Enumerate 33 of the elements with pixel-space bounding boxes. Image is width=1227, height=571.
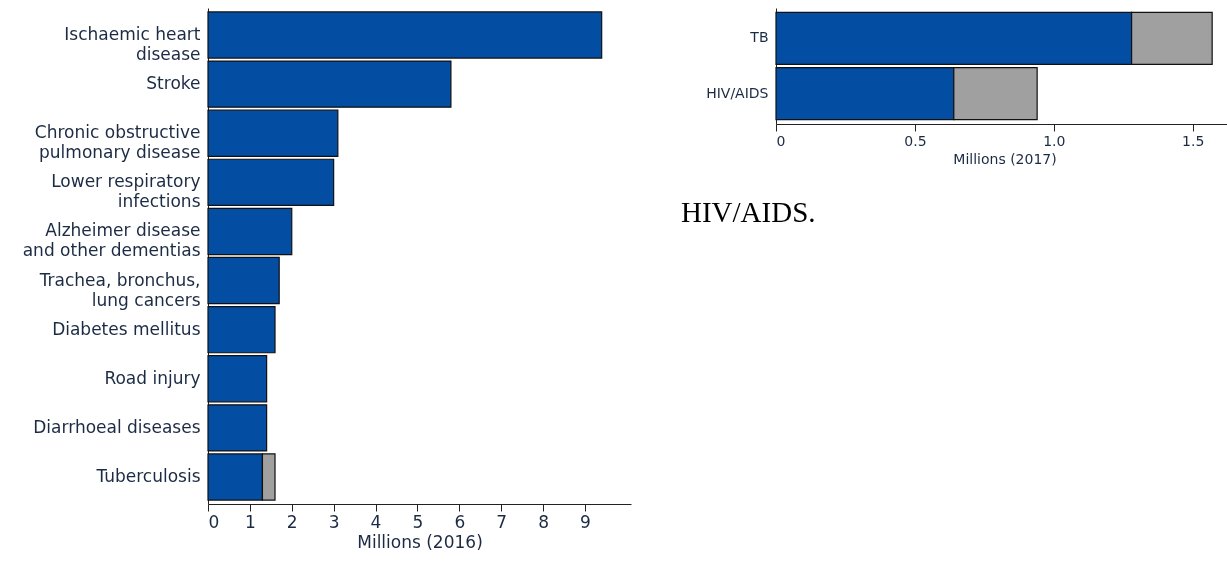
x-tick-label: 5 <box>412 511 424 532</box>
y-tick-label: TB <box>749 29 769 46</box>
bar <box>207 256 280 305</box>
bar <box>207 207 293 256</box>
bar <box>207 158 335 207</box>
bar <box>207 305 276 354</box>
x-tick-label: 4 <box>370 511 382 532</box>
y-tick-label: Tuberculosis <box>95 465 201 486</box>
y-tick-label: Road injury <box>104 367 201 388</box>
x-tick-label: 2 <box>286 511 298 532</box>
x-tick-label: 9 <box>580 511 591 532</box>
x-tick-label: 8 <box>538 511 549 532</box>
x-tick-label: 1.0 <box>1043 132 1066 149</box>
x-tick-label: 0.5 <box>904 132 927 149</box>
x-axis-title: Millions (2016) <box>357 531 483 552</box>
y-tick-label: Chronic obstructive pulmonary disease <box>34 122 201 163</box>
y-tick-label: Alzheimer disease and other dementias <box>22 220 201 261</box>
y-tick-label: Ischaemic heart disease <box>64 24 201 65</box>
x-tick-label: 0 <box>776 132 786 149</box>
text: HIV/AIDS. <box>681 196 816 228</box>
y-tick-label: Trachea, bronchus, lung cancers <box>38 269 201 310</box>
y-tick-label: Stroke <box>146 73 201 94</box>
y-tick-label: Diarrhoeal diseases <box>33 416 201 437</box>
y-tick-label: HIV/AIDS <box>706 84 769 101</box>
x-tick-label: 6 <box>454 511 466 532</box>
x-tick-label: 7 <box>496 511 508 532</box>
x-tick-label: 0 <box>208 511 220 532</box>
x-tick-label: 3 <box>328 511 340 532</box>
x-tick-label: 1 <box>244 511 256 532</box>
y-tick-label: Diabetes mellitus <box>52 318 201 339</box>
x-axis-title: Millions (2017) <box>953 150 1057 167</box>
y-tick-label: Lower respiratory infections <box>51 171 201 212</box>
x-tick-label: 1.5 <box>1182 132 1205 149</box>
